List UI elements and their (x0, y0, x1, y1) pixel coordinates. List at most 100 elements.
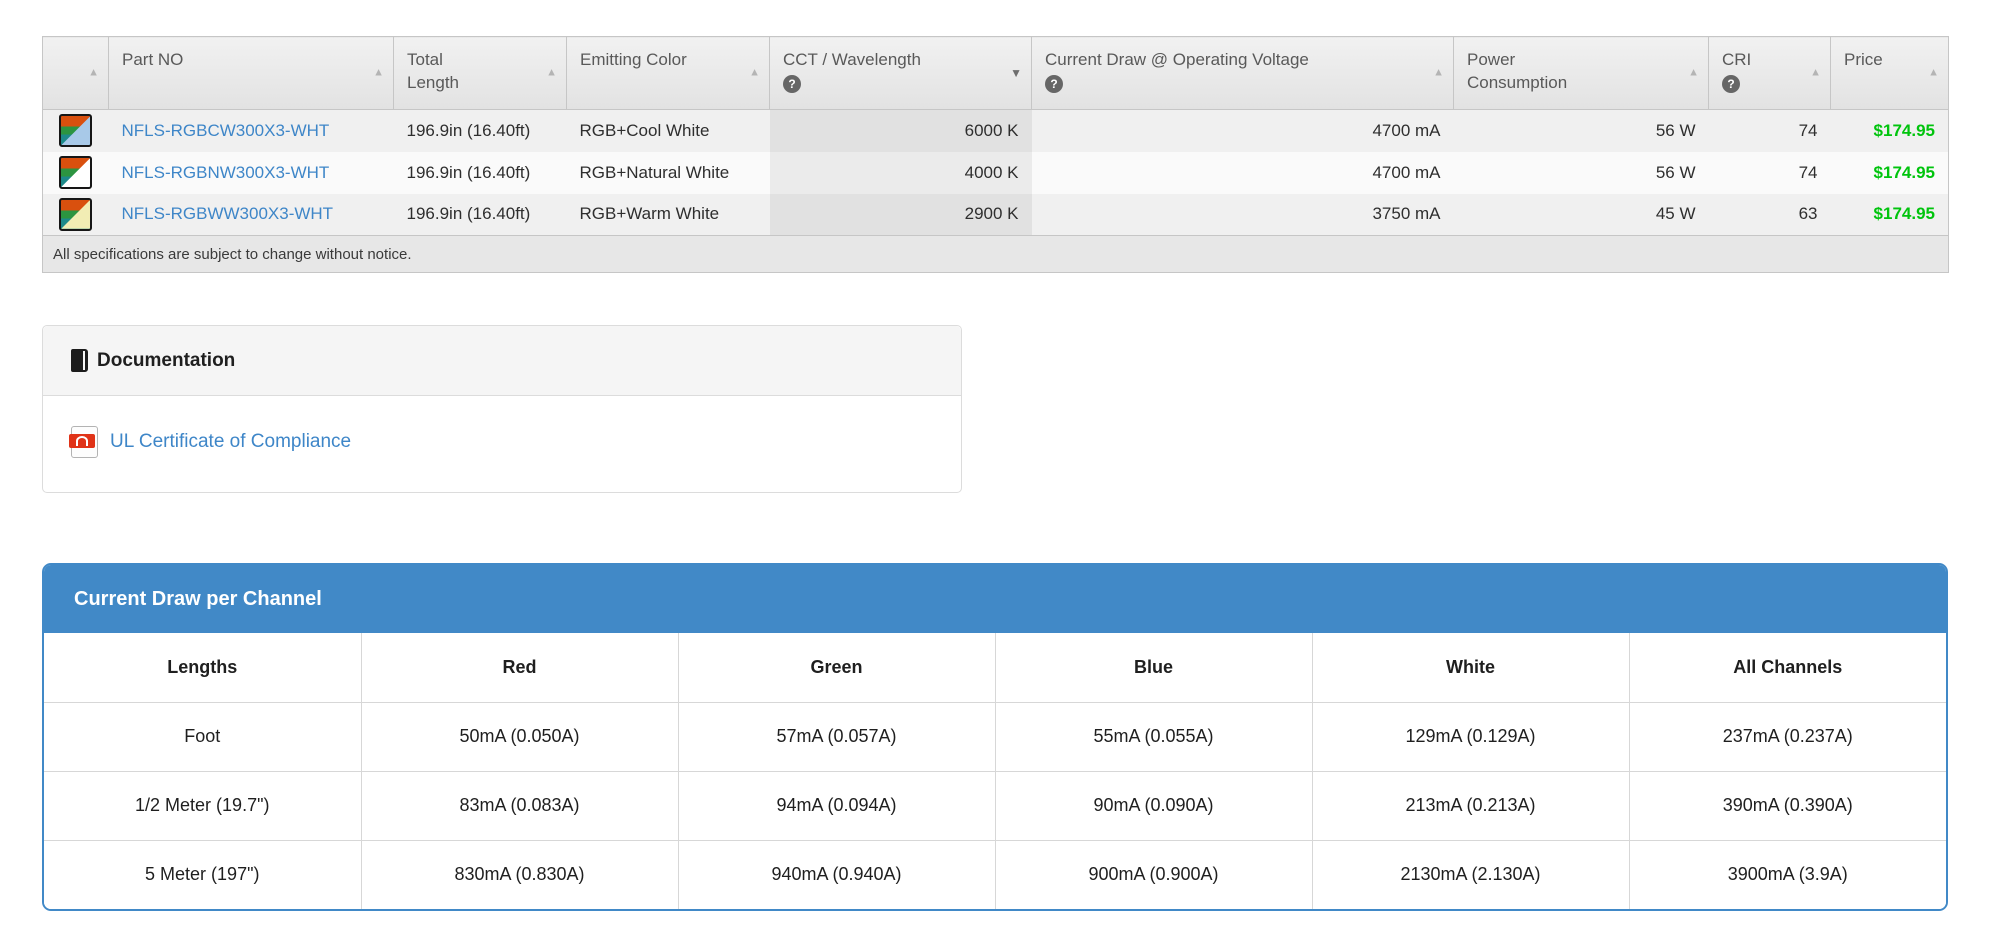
spec-footnote-row: All specifications are subject to change… (42, 235, 1949, 273)
all-channels-current-cell: 3900mA (3.9A) (1628, 839, 1946, 909)
current-draw-cell: 3750 mA (1031, 193, 1454, 236)
white-corner (61, 199, 91, 229)
sort-asc-icon: ▲ (88, 66, 99, 79)
swatch-cell (42, 109, 109, 152)
help-icon[interactable]: ? (783, 75, 801, 94)
sort-asc-icon: ▲ (1928, 66, 1939, 79)
column-label: Current Draw @ Operating Voltage (1045, 50, 1309, 69)
cct-cell: 2900 K (769, 193, 1032, 236)
sort-desc-icon: ▼ (1010, 66, 1022, 80)
column-header-price[interactable]: Price ▲ (1830, 36, 1949, 110)
red-current-cell: 830mA (0.830A) (360, 839, 679, 909)
spec-header-row: ▲ Part NO ▲ Total Length ▲ Emitting Colo… (42, 36, 1949, 110)
column-header-swatch[interactable]: ▲ (42, 36, 109, 110)
channel-column-header: Green (677, 633, 996, 703)
column-label: CCT / Wavelength (783, 50, 921, 69)
channel-column-header: Lengths (44, 633, 362, 703)
length-cell: 5 Meter (197") (44, 839, 362, 909)
pdf-icon (69, 426, 98, 458)
white-corner (61, 116, 91, 146)
column-header-current-draw[interactable]: Current Draw @ Operating Voltage ? ▲ (1031, 36, 1454, 110)
column-label: CRI (1722, 50, 1752, 69)
blue-current-cell: 90mA (0.090A) (994, 770, 1313, 841)
power-consumption-cell: 45 W (1453, 193, 1709, 236)
green-current-cell: 940mA (0.940A) (677, 839, 996, 909)
documentation-header: Documentation (43, 326, 961, 396)
documentation-title: Documentation (97, 349, 236, 371)
channel-header-row: Lengths Red Green Blue White All Channel… (44, 633, 1946, 703)
color-swatch-icon[interactable] (59, 114, 93, 148)
total-length-cell: 196.9in (16.40ft) (393, 193, 567, 236)
cri-cell: 63 (1708, 193, 1831, 236)
red-current-cell: 50mA (0.050A) (360, 701, 679, 772)
sort-asc-icon: ▲ (1810, 66, 1821, 79)
channel-column-header: White (1311, 633, 1630, 703)
red-current-cell: 83mA (0.083A) (360, 770, 679, 841)
length-cell: Foot (44, 701, 362, 772)
current-draw-cell: 4700 mA (1031, 109, 1454, 152)
column-header-cct-wavelength[interactable]: CCT / Wavelength ? ▼ (769, 36, 1032, 110)
sort-asc-icon: ▲ (546, 66, 557, 79)
channel-column-header: Blue (994, 633, 1313, 703)
column-header-cri[interactable]: CRI ? ▲ (1708, 36, 1831, 110)
column-header-power-consumption[interactable]: Power Consumption ▲ (1453, 36, 1709, 110)
blue-current-cell: 900mA (0.900A) (994, 839, 1313, 909)
color-swatch-icon[interactable] (59, 197, 93, 231)
documentation-panel: Documentation UL Certificate of Complian… (42, 325, 962, 493)
current-draw-per-channel-panel: Current Draw per Channel Lengths Red Gre… (42, 563, 1948, 911)
price-cell: $174.95 (1830, 193, 1949, 236)
product-spec-table: ▲ Part NO ▲ Total Length ▲ Emitting Colo… (42, 36, 1949, 273)
emitting-color-cell: RGB+Natural White (566, 151, 770, 194)
book-icon (71, 349, 88, 372)
all-channels-current-cell: 390mA (0.390A) (1628, 770, 1946, 841)
spec-footnote: All specifications are subject to change… (42, 235, 1949, 273)
total-length-cell: 196.9in (16.40ft) (393, 109, 567, 152)
ul-certificate-link[interactable]: UL Certificate of Compliance (110, 431, 352, 452)
color-swatch-icon[interactable] (59, 156, 93, 189)
part-no-cell: NFLS-RGBNW300X3-WHT (108, 151, 394, 194)
help-icon[interactable]: ? (1722, 75, 1740, 94)
table-row: NFLS-RGBWW300X3-WHT 196.9in (16.40ft) RG… (42, 193, 1949, 236)
white-current-cell: 213mA (0.213A) (1311, 770, 1630, 841)
power-consumption-cell: 56 W (1453, 109, 1709, 152)
cct-cell: 4000 K (769, 151, 1032, 194)
documentation-body: UL Certificate of Compliance (43, 396, 961, 492)
green-current-cell: 57mA (0.057A) (677, 701, 996, 772)
emitting-color-cell: RGB+Cool White (566, 109, 770, 152)
cct-cell: 6000 K (769, 109, 1032, 152)
channel-column-header: Red (360, 633, 679, 703)
table-row: NFLS-RGBNW300X3-WHT 196.9in (16.40ft) RG… (42, 151, 1949, 194)
column-label: Emitting Color (580, 50, 687, 69)
table-row: NFLS-RGBCW300X3-WHT 196.9in (16.40ft) RG… (42, 109, 1949, 152)
emitting-color-cell: RGB+Warm White (566, 193, 770, 236)
white-corner (61, 158, 91, 187)
cri-cell: 74 (1708, 151, 1831, 194)
sort-asc-icon: ▲ (1688, 66, 1699, 79)
all-channels-current-cell: 237mA (0.237A) (1628, 701, 1946, 772)
channel-column-header: All Channels (1628, 633, 1946, 703)
cri-cell: 74 (1708, 109, 1831, 152)
sort-asc-icon: ▲ (749, 66, 760, 79)
channel-panel-title-bar: Current Draw per Channel (44, 565, 1946, 633)
table-row: 1/2 Meter (19.7") 83mA (0.083A) 94mA (0.… (44, 770, 1946, 841)
price-cell: $174.95 (1830, 151, 1949, 194)
part-no-cell: NFLS-RGBCW300X3-WHT (108, 109, 394, 152)
column-header-total-length[interactable]: Total Length ▲ (393, 36, 567, 110)
current-draw-cell: 4700 mA (1031, 151, 1454, 194)
total-length-cell: 196.9in (16.40ft) (393, 151, 567, 194)
column-header-part-no[interactable]: Part NO ▲ (108, 36, 394, 110)
column-label: Power Consumption (1467, 50, 1568, 93)
swatch-cell (42, 151, 109, 194)
white-current-cell: 2130mA (2.130A) (1311, 839, 1630, 909)
sort-asc-icon: ▲ (373, 66, 384, 79)
price-cell: $174.95 (1830, 109, 1949, 152)
part-no-link[interactable]: NFLS-RGBNW300X3-WHT (121, 162, 330, 182)
length-cell: 1/2 Meter (19.7") (44, 770, 362, 841)
part-no-link[interactable]: NFLS-RGBWW300X3-WHT (121, 204, 334, 224)
part-no-link[interactable]: NFLS-RGBCW300X3-WHT (121, 120, 330, 140)
green-current-cell: 94mA (0.094A) (677, 770, 996, 841)
column-header-emitting-color[interactable]: Emitting Color ▲ (566, 36, 770, 110)
help-icon[interactable]: ? (1045, 75, 1063, 94)
column-label: Total Length (407, 50, 459, 93)
table-row: 5 Meter (197") 830mA (0.830A) 940mA (0.9… (44, 839, 1946, 909)
